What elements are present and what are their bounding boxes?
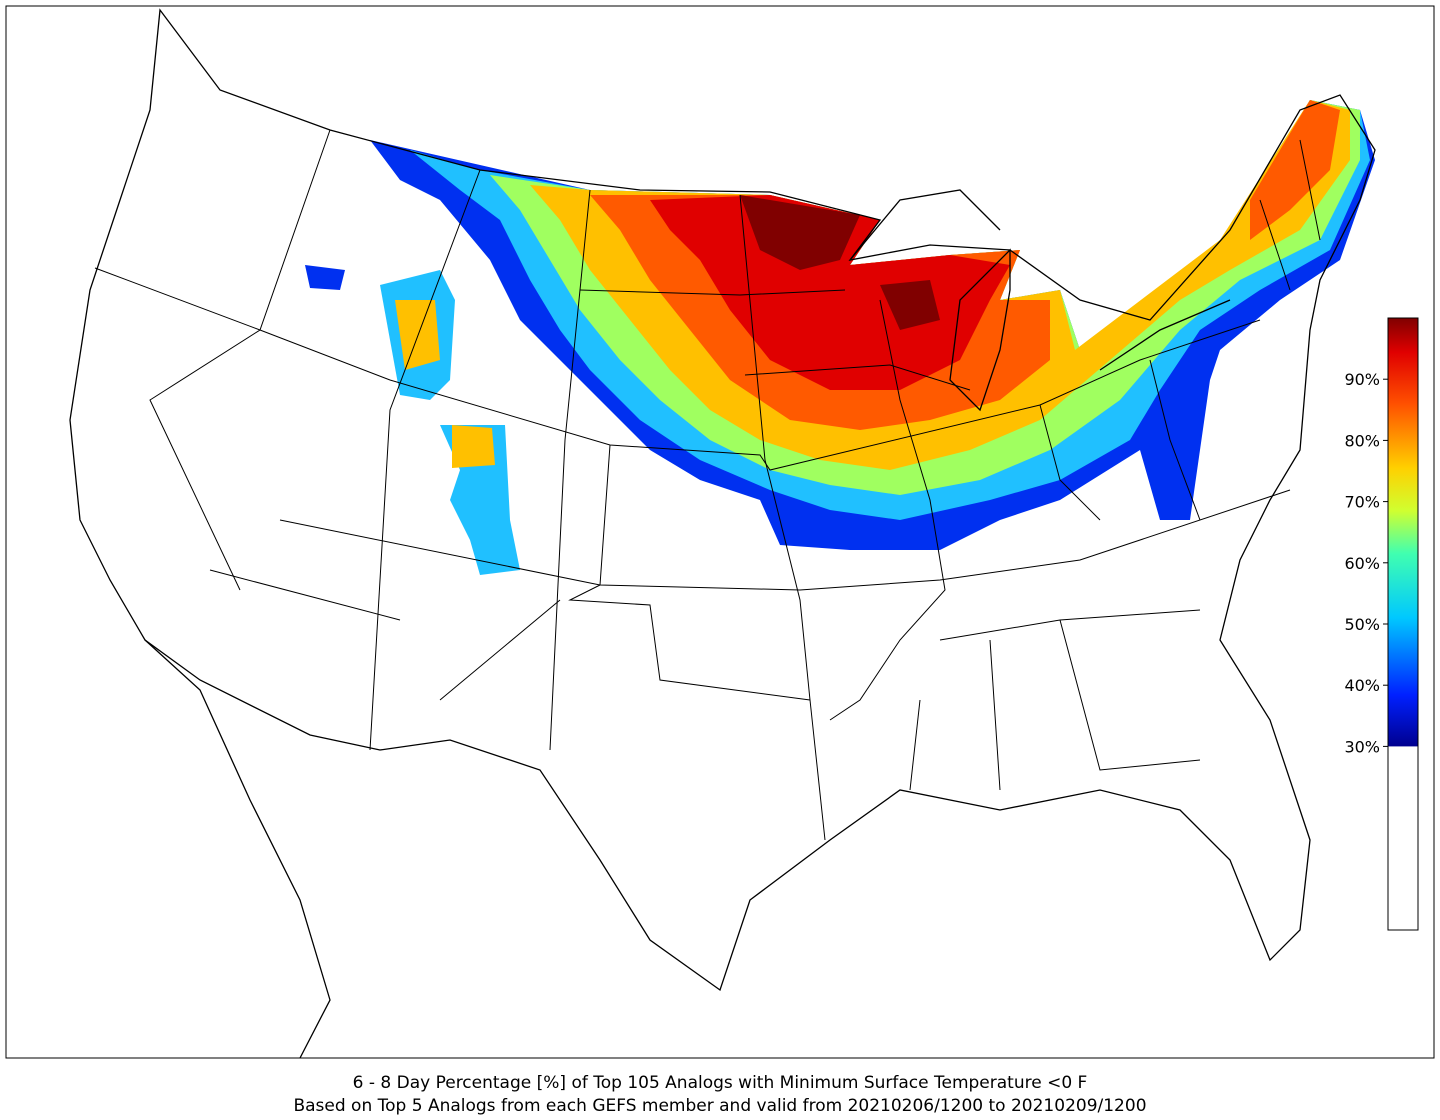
caption-line: 6 - 8 Day Percentage [%] of Top 105 Anal…: [353, 1073, 1088, 1093]
state-lines: [94, 129, 1321, 841]
caption-line: Based on Top 5 Analogs from each GEFS me…: [293, 1096, 1146, 1116]
colorbar-tick-label: 70%: [1344, 493, 1380, 512]
colorbar: 30% 40% 50% 60% 70% 80% 90%: [1344, 317, 1419, 931]
map-area: [69, 8, 1376, 1058]
map-frame: [5, 5, 1435, 1059]
colorbar-white: [1388, 746, 1418, 930]
colorbar-tick-label: 80%: [1344, 431, 1380, 450]
colorbar-tick-label: 50%: [1344, 615, 1380, 634]
country-outline: [69, 8, 1376, 1058]
colorbar-tick-label: 90%: [1344, 370, 1380, 389]
colorbar-tick-label: 60%: [1344, 554, 1380, 573]
heat-field: [305, 100, 1375, 575]
colorbar-tick-label: 40%: [1344, 676, 1380, 695]
colorbar-tick-label: 30%: [1344, 737, 1380, 756]
colorbar-gradient: [1388, 318, 1418, 747]
